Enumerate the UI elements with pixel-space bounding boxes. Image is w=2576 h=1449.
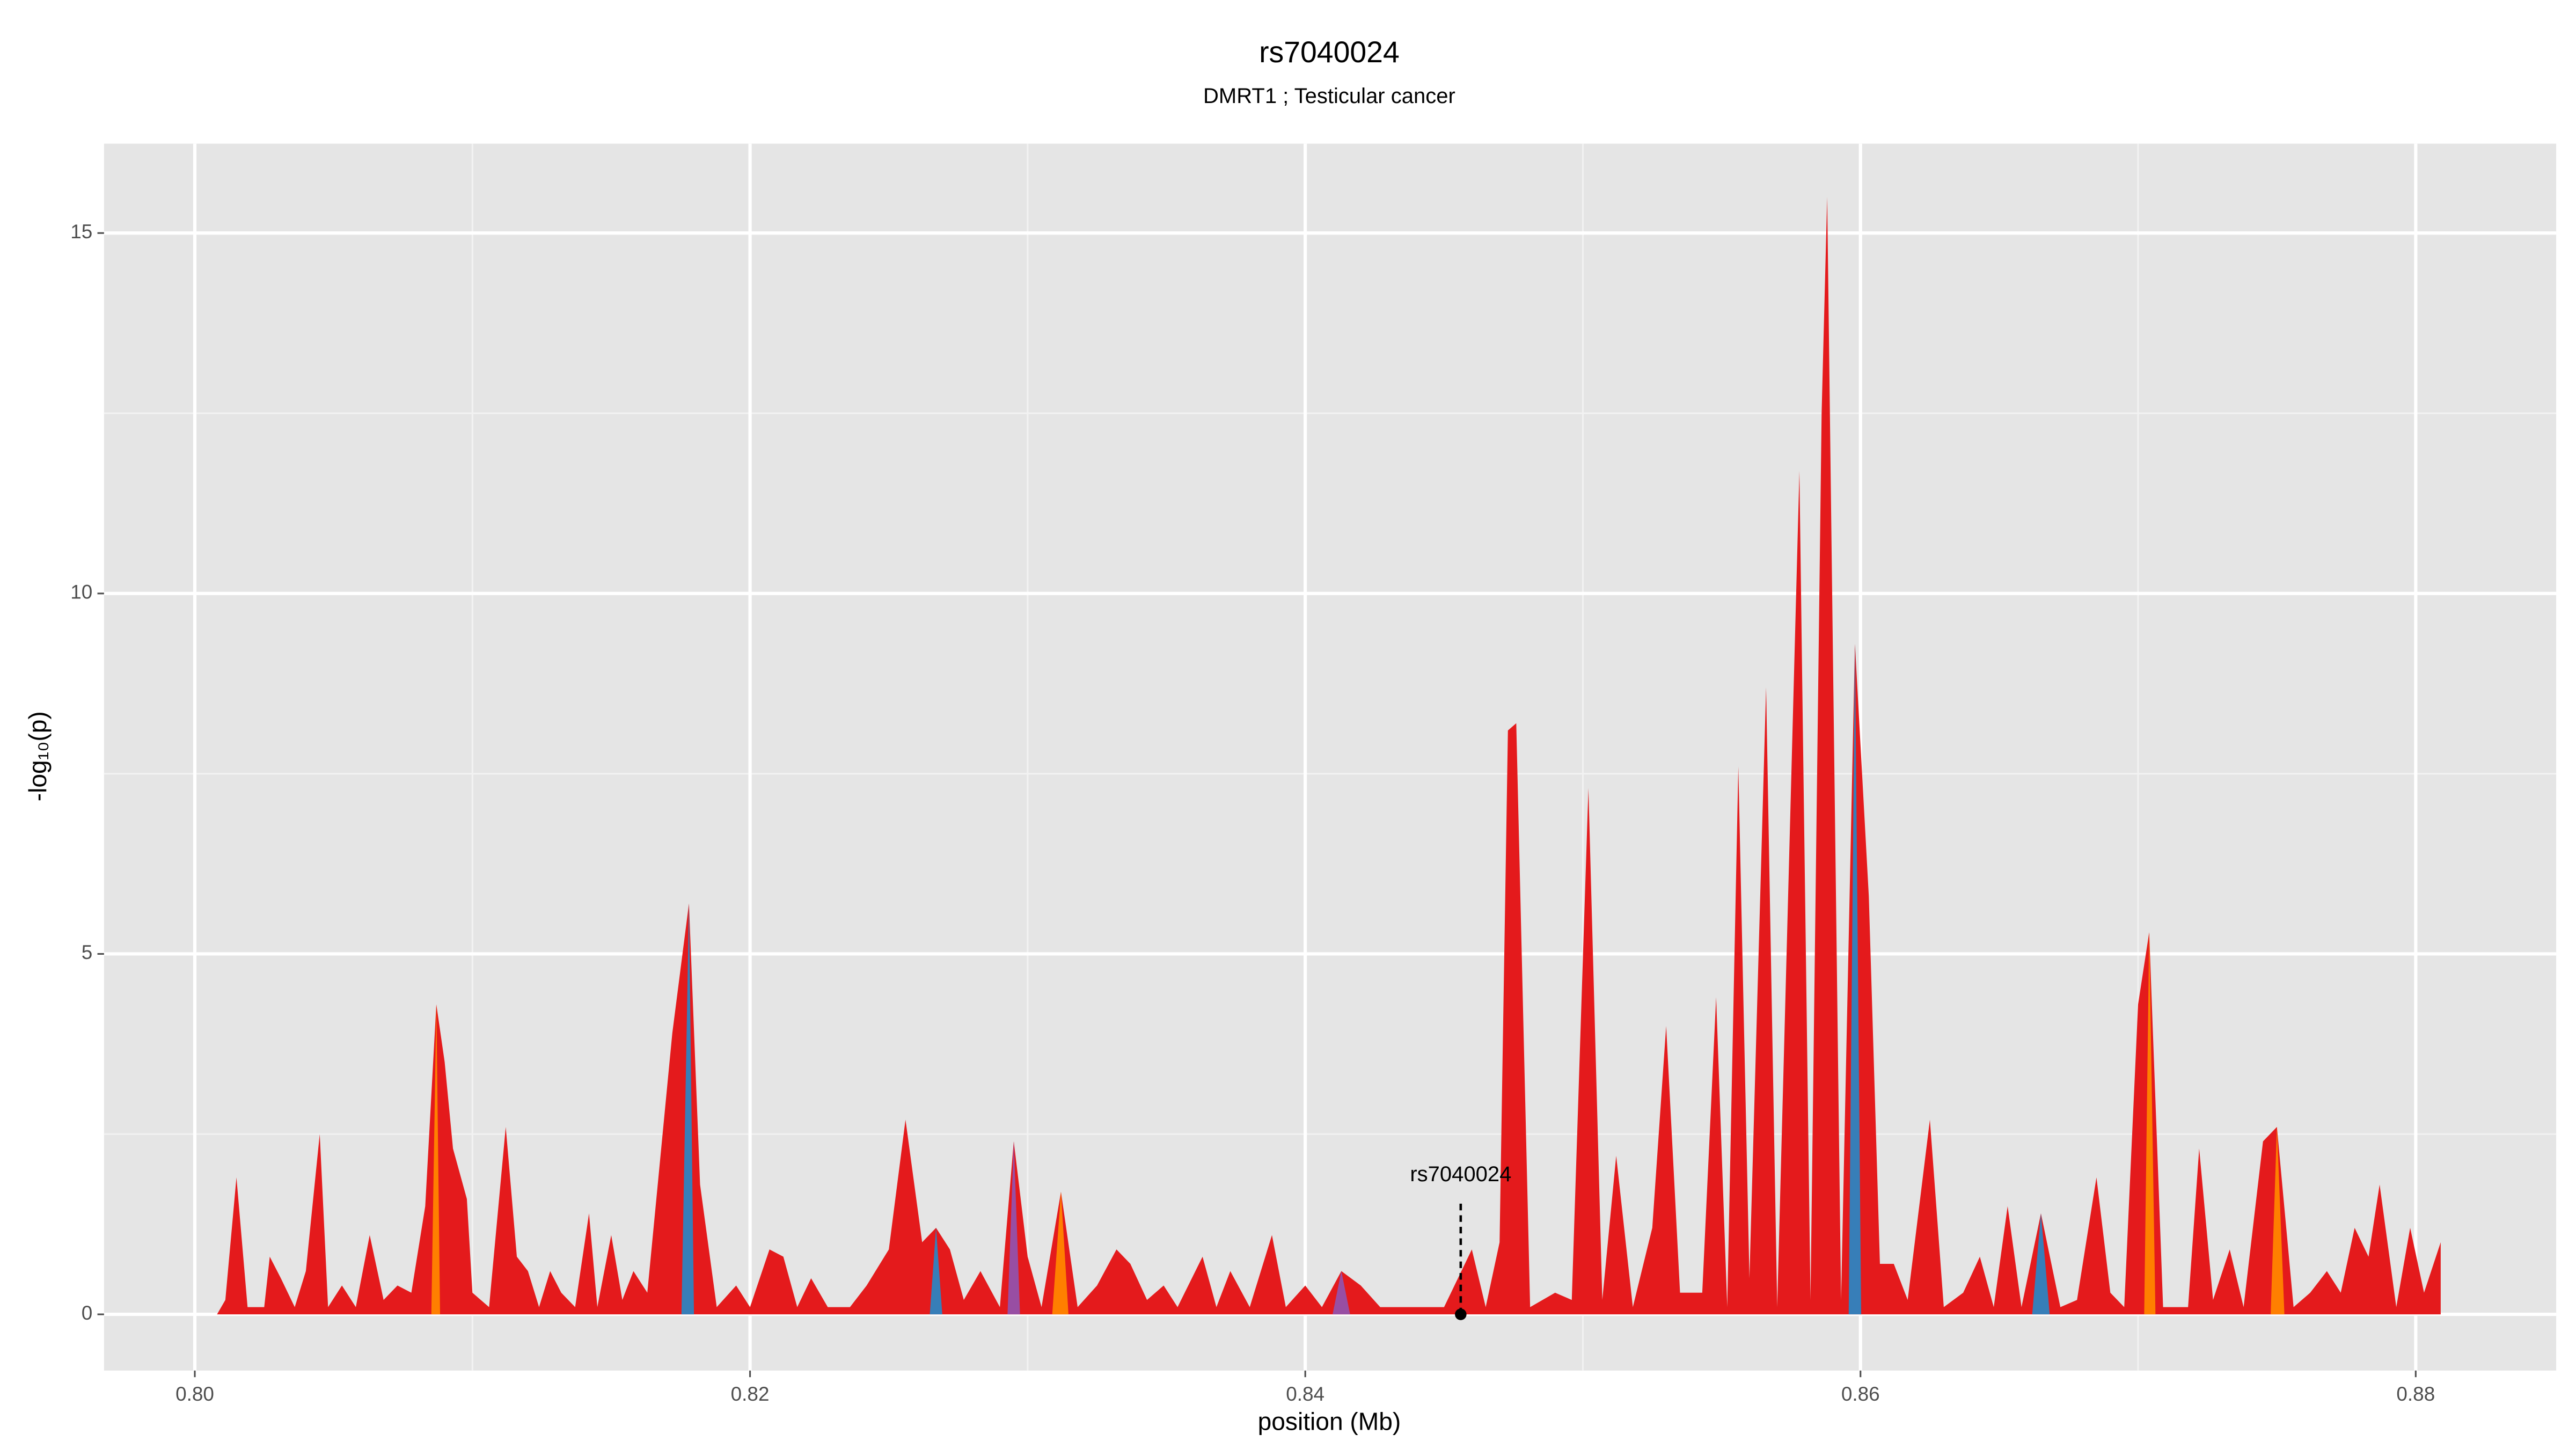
x-tick-label: 0.88 xyxy=(2396,1383,2435,1405)
x-tick-label: 0.86 xyxy=(1841,1383,1880,1405)
y-tick-label: 10 xyxy=(70,581,92,603)
highlight-peak xyxy=(681,903,694,1315)
y-axis-label: -log₁₀(p) xyxy=(24,711,52,801)
x-axis-label: position (Mb) xyxy=(1258,1407,1401,1435)
x-tick-label: 0.80 xyxy=(175,1383,214,1405)
highlight-peak xyxy=(2144,932,2156,1315)
y-tick-label: 15 xyxy=(70,221,92,243)
x-tick-label: 0.84 xyxy=(1286,1383,1324,1405)
chart-subtitle: DMRT1 ; Testicular cancer xyxy=(1203,84,1455,108)
highlight-peak xyxy=(1052,1191,1069,1315)
highlight-peak xyxy=(1007,1141,1020,1315)
annotation-label: rs7040024 xyxy=(1410,1162,1511,1186)
chart-title: rs7040024 xyxy=(1259,35,1400,69)
x-tick-label: 0.82 xyxy=(731,1383,770,1405)
y-tick-label: 5 xyxy=(82,941,93,963)
highlight-peak xyxy=(2032,1213,2050,1315)
highlight-peak xyxy=(930,1227,942,1315)
highlight-peak xyxy=(1333,1271,1350,1315)
annotation-point xyxy=(1455,1308,1467,1320)
highlight-peak xyxy=(431,1004,441,1315)
highlight-peak xyxy=(1848,643,1862,1315)
y-tick-label: 0 xyxy=(82,1302,93,1324)
highlight-peak xyxy=(2271,1126,2285,1315)
area xyxy=(217,197,2441,1315)
